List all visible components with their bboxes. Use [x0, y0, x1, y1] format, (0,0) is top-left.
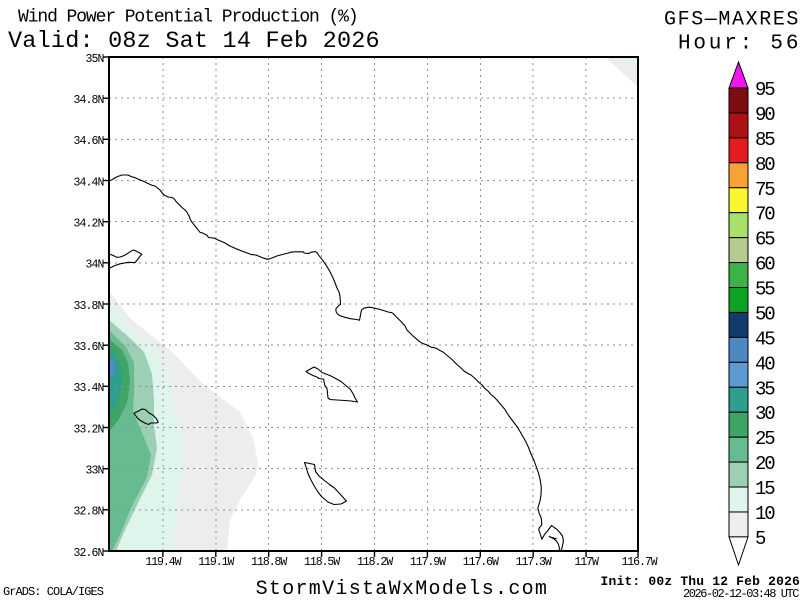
svg-text:60: 60 [755, 254, 775, 276]
svg-text:50: 50 [755, 304, 775, 326]
svg-text:30: 30 [755, 403, 775, 425]
svg-text:10: 10 [755, 503, 775, 525]
svg-text:116.7W: 116.7W [621, 556, 657, 569]
svg-text:Init: 00z Thu 12 Feb 2026: Init: 00z Thu 12 Feb 2026 [601, 574, 800, 589]
svg-text:119.1W: 119.1W [198, 556, 234, 569]
svg-text:GrADS: COLA/IGES: GrADS: COLA/IGES [3, 585, 104, 599]
svg-text:33.2N: 33.2N [73, 423, 103, 436]
svg-text:45: 45 [755, 328, 775, 350]
svg-text:70: 70 [755, 204, 775, 226]
svg-text:34.8N: 34.8N [73, 94, 103, 107]
svg-text:32.8N: 32.8N [73, 506, 103, 519]
svg-text:40: 40 [755, 353, 775, 375]
svg-text:117.6W: 117.6W [463, 556, 499, 569]
svg-text:20: 20 [755, 453, 775, 475]
svg-text:32.6N: 32.6N [73, 547, 103, 560]
svg-text:80: 80 [755, 154, 775, 176]
svg-text:118.5W: 118.5W [304, 556, 340, 569]
svg-text:2026-02-12-03:48 UTC: 2026-02-12-03:48 UTC [683, 587, 799, 600]
svg-text:65: 65 [755, 229, 775, 251]
svg-text:118.2W: 118.2W [357, 556, 393, 569]
svg-text:35N: 35N [85, 53, 103, 66]
svg-text:75: 75 [755, 179, 775, 201]
svg-text:35: 35 [755, 378, 775, 400]
svg-text:33.6N: 33.6N [73, 341, 103, 354]
svg-text:34.4N: 34.4N [73, 176, 103, 189]
svg-text:117.3W: 117.3W [516, 556, 552, 569]
svg-text:34.6N: 34.6N [73, 135, 103, 148]
svg-text:119.4W: 119.4W [145, 556, 181, 569]
svg-text:95: 95 [755, 79, 775, 101]
svg-text:GFS—MAXRES: GFS—MAXRES [664, 9, 800, 32]
svg-text:33.4N: 33.4N [73, 382, 103, 395]
svg-text:25: 25 [755, 428, 775, 450]
svg-text:Valid: 08z Sat 14 Feb 2026: Valid: 08z Sat 14 Feb 2026 [8, 28, 380, 55]
svg-text:15: 15 [755, 478, 775, 500]
svg-text:Wind Power Potential Productio: Wind Power Potential Production (%) [18, 8, 358, 28]
svg-text:33.8N: 33.8N [73, 300, 103, 313]
svg-text:StormVistaWxModels.com: StormVistaWxModels.com [256, 578, 549, 600]
svg-text:117.9W: 117.9W [410, 556, 446, 569]
svg-text:34.2N: 34.2N [73, 218, 103, 231]
svg-text:85: 85 [755, 129, 775, 151]
svg-text:118.8W: 118.8W [251, 556, 287, 569]
svg-text:90: 90 [755, 104, 775, 126]
svg-text:117W: 117W [574, 556, 599, 569]
svg-text:55: 55 [755, 279, 775, 301]
svg-text:33N: 33N [85, 465, 103, 478]
svg-text:Hour: 56: Hour: 56 [678, 33, 800, 56]
svg-text:34N: 34N [85, 259, 103, 272]
